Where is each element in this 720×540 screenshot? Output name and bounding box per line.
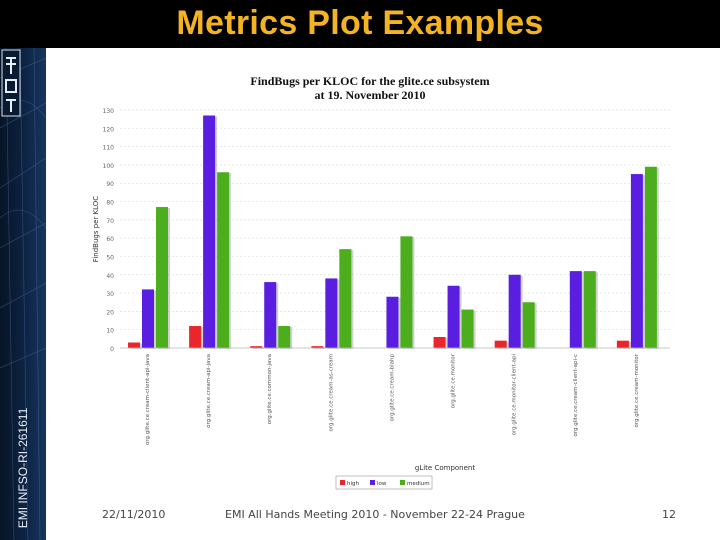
bar-low [142, 289, 154, 348]
legend-label: high [347, 481, 360, 487]
y-tick-label: 80 [106, 200, 114, 207]
bar-high [250, 346, 263, 348]
chart-subtitle: at 19. November 2010 [314, 88, 426, 102]
bar-medium [644, 166, 657, 348]
bar-low [325, 278, 338, 348]
bar-medium [156, 207, 168, 348]
y-tick-label: 0 [110, 346, 114, 353]
legend-box [335, 475, 433, 490]
bar-low [630, 174, 643, 348]
x-tick-label: org.glite.ce.cream-as-cream [328, 354, 334, 432]
bar-low [386, 296, 399, 348]
bar-low [569, 271, 582, 348]
x-tick-label: org.glite.ce.monitor [451, 353, 457, 408]
y-tick-label: 60 [106, 236, 114, 243]
bar-medium [217, 172, 230, 348]
title-band [0, 0, 720, 48]
x-axis-label: gLite Component [415, 464, 475, 472]
x-tick-label: org.glite.ce.cream-client-api-c [573, 354, 579, 437]
bar-medium [400, 236, 413, 348]
y-tick-label: 110 [103, 145, 115, 152]
legend-swatch [400, 480, 405, 485]
footer-date: 22/11/2010 [102, 508, 166, 521]
y-tick-label: 90 [106, 181, 114, 188]
y-tick-label: 20 [106, 309, 114, 316]
bar-low [447, 285, 460, 348]
bar-medium [461, 309, 474, 348]
grid-pattern-decor [0, 48, 46, 540]
bar-high [128, 342, 140, 348]
x-tick-label: org.glite.ce.cream-monitor [634, 353, 640, 427]
y-tick-label: 120 [103, 126, 115, 133]
y-tick-label: 10 [106, 328, 114, 335]
left-decor-band: EMI INFSO-RI-261611 [0, 48, 46, 540]
x-tick-label: org.glite.ce.cream-api-java [206, 354, 212, 428]
bar-low [508, 274, 521, 348]
bar-high [616, 340, 629, 348]
emi-logo [1, 49, 21, 117]
x-tick-label: org.glite.ce.monitor-client-api [512, 354, 518, 436]
y-tick-label: 30 [106, 291, 114, 298]
y-tick-label: 50 [106, 254, 114, 261]
chart-frame: FindBugs per KLOC for the glite.ce subsy… [60, 60, 680, 500]
bar-high [433, 337, 446, 348]
bar-high [189, 326, 202, 348]
bar-high [494, 340, 507, 348]
bar-medium [278, 326, 291, 348]
legend-swatch [370, 480, 375, 485]
bar-high [311, 346, 324, 348]
bar-chart: 0 10 20 30 40 50 60 70 80 90 100 110 120 130 FindBugs … [92, 108, 670, 490]
x-tick-label: org.glite.ce.common-java [267, 354, 273, 424]
legend-label: low [377, 481, 387, 487]
x-tick-label: org.glite.ce.cream-blahp [389, 353, 395, 421]
y-tick-label: 70 [106, 218, 114, 225]
vertical-project-id: EMI INFSO-RI-261611 [16, 407, 30, 529]
slide-title: Metrics Plot Examples [176, 4, 544, 42]
footer-event: EMI All Hands Meeting 2010 - November 22… [225, 508, 525, 521]
page-number: 12 [662, 508, 676, 521]
bar-low [264, 282, 277, 348]
x-tick-label: org.glite.ce.cream-client-api-java [145, 354, 151, 445]
bar-medium [522, 302, 535, 348]
y-tick-label: 40 [106, 273, 114, 280]
chart-title: FindBugs per KLOC for the glite.ce subsy… [250, 74, 490, 88]
legend-label: medium [407, 481, 430, 487]
bar-medium [339, 249, 352, 348]
bar-medium [583, 271, 596, 348]
legend-swatch [340, 480, 345, 485]
y-tick-label: 100 [103, 163, 115, 170]
bar-low [203, 115, 216, 348]
y-tick-label: 130 [103, 108, 115, 115]
y-axis-label: FindBugs per KLOC [92, 196, 100, 262]
